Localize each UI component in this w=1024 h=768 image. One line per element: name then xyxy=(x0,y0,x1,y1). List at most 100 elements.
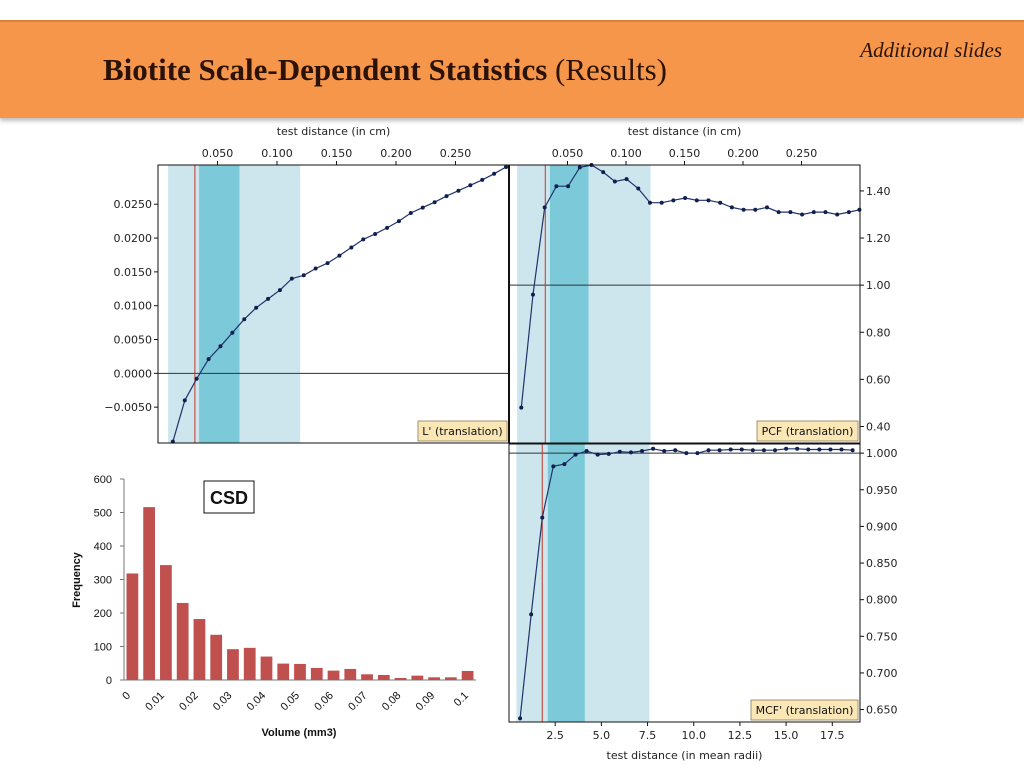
MCF_prime-y-tick-label: 0.850 xyxy=(866,557,898,570)
CSD-x-tick-label: 0.09 xyxy=(414,690,438,714)
MCF_prime-data-point xyxy=(518,716,523,721)
L_prime-data-point xyxy=(408,211,413,216)
CSD-x-tick-label: 0.05 xyxy=(278,690,302,714)
L_prime-x-tick-label: 0.150 xyxy=(321,147,353,160)
L_prime-data-point xyxy=(325,261,330,266)
MCF_prime-x-tick-label: 7.5 xyxy=(639,729,657,742)
L_prime-legend-label: L' (translation) xyxy=(422,425,502,438)
PCF-x-tick-label: 0.250 xyxy=(786,147,818,160)
CSD-y-tick-label: 200 xyxy=(94,608,112,620)
MCF_prime-data-point xyxy=(640,448,645,453)
L_prime-data-point xyxy=(301,273,306,278)
PCF-x-tick-label: 0.100 xyxy=(610,147,642,160)
L_prime-x-tick-label: 0.050 xyxy=(202,147,234,160)
MCF_prime-y-tick-label: 0.650 xyxy=(866,704,898,717)
PCF-y-tick-label: 1.20 xyxy=(866,232,891,245)
CSD-x-tick-label: 0.02 xyxy=(177,690,201,714)
PCF-data-point xyxy=(729,205,734,210)
PCF-data-point xyxy=(706,198,711,203)
PCF-data-point xyxy=(612,179,617,184)
PCF-data-point xyxy=(764,205,769,210)
PCF-data-point xyxy=(811,210,816,215)
PCF-x-tick-label: 0.050 xyxy=(552,147,584,160)
CSD-histogram-bar xyxy=(243,647,256,680)
CSD-y-tick-label: 300 xyxy=(94,575,112,587)
CSD-histogram-bar xyxy=(193,619,206,680)
slide-title-plain: (Results) xyxy=(547,52,667,87)
MCF_prime-data-point xyxy=(673,448,678,453)
CSD-histogram-bar xyxy=(344,668,357,680)
MCF_prime-data-point xyxy=(540,515,545,520)
L_prime-y-tick-label: 0.0050 xyxy=(114,334,153,347)
MCF_prime-data-point xyxy=(717,448,722,453)
MCF_prime-data-point xyxy=(551,464,556,469)
CSD-y-tick-label: 400 xyxy=(94,541,112,553)
L_prime-data-point xyxy=(349,245,354,250)
PCF-data-point xyxy=(601,170,606,175)
PCF-data-point xyxy=(577,165,582,170)
PCF-y-tick-label: 0.40 xyxy=(866,421,891,434)
MCF_prime-y-tick-label: 0.800 xyxy=(866,594,898,607)
L_prime-data-point xyxy=(277,288,282,293)
PCF-data-point xyxy=(800,212,805,217)
corner-note: Additional slides xyxy=(860,38,1002,62)
L_prime-data-point xyxy=(194,376,199,381)
CSD-histogram-bar xyxy=(361,674,373,680)
PCF-data-point xyxy=(823,210,828,215)
L_prime-data-point xyxy=(254,305,259,310)
L_prime-data-point xyxy=(337,253,342,258)
MCF_prime-data-point xyxy=(595,452,600,457)
MCF_prime-data-point xyxy=(761,448,766,453)
MCF_prime-y-tick-label: 0.950 xyxy=(866,484,898,497)
CSD-y-tick-label: 600 xyxy=(94,474,112,486)
MCF_prime-x-tick-label: 15.0 xyxy=(774,729,799,742)
MCF_prime-data-point xyxy=(562,462,567,467)
MCF_prime-data-point xyxy=(728,447,733,452)
MCF_prime-x-tick-label: 17.5 xyxy=(820,729,845,742)
MCF_prime-data-point xyxy=(628,450,633,455)
CSD-legend-box xyxy=(203,480,255,514)
PCF-data-point xyxy=(636,186,641,191)
MCF_prime-y-tick-label: 0.700 xyxy=(866,667,898,680)
CSD-histogram-bar xyxy=(260,656,273,680)
PCF-y-tick-label: 1.00 xyxy=(866,279,891,292)
CSD-histogram-bar xyxy=(227,649,239,680)
MCF_prime-data-point xyxy=(850,448,855,453)
L_prime-data-point xyxy=(396,219,401,224)
slide-title-bold: Biotite Scale-Dependent Statistics xyxy=(103,52,548,87)
L_prime-y-tick-label: 0.0150 xyxy=(114,266,153,279)
MCF_prime-confidence-band-dark xyxy=(547,444,585,722)
L_prime-y-tick-label: 0.0100 xyxy=(114,300,153,313)
CSD-x-axis-label: Volume (mm3) xyxy=(262,727,337,739)
PCF-legend-box xyxy=(756,420,859,442)
L_prime-legend-box xyxy=(417,420,508,442)
L_prime-data-point xyxy=(468,183,473,188)
CSD-x-tick-label: 0.07 xyxy=(346,690,370,714)
L_prime-data-point xyxy=(373,231,378,236)
MCF_prime-data-point xyxy=(606,451,611,456)
MCF_prime-x-tick-label: 5.0 xyxy=(593,729,611,742)
PCF-data-point xyxy=(846,210,851,215)
PCF-data-point xyxy=(776,210,781,215)
L_prime-data-point xyxy=(420,205,425,210)
L_prime-data-point xyxy=(456,188,461,193)
MCF_prime-data-point xyxy=(828,447,833,452)
PCF-y-tick-label: 0.60 xyxy=(866,373,891,386)
PCF-x-tick-label: 0.150 xyxy=(669,147,701,160)
MCF_prime-data-point xyxy=(617,449,622,454)
PCF-data-point xyxy=(566,184,571,189)
L_prime-data-point xyxy=(432,200,437,205)
L_prime-x-axis-label: test distance (in cm) xyxy=(277,125,391,138)
PCF-y-tick-label: 1.40 xyxy=(866,185,891,198)
L_prime-data-point xyxy=(206,357,211,362)
MCF_prime-data-point xyxy=(817,447,822,452)
PCF-x-tick-label: 0.200 xyxy=(727,147,759,160)
MCF_prime-y-tick-label: 1.000 xyxy=(866,447,898,460)
CSD-histogram-bar xyxy=(461,670,474,680)
MCF_prime-y-tick-label: 0.900 xyxy=(866,520,898,533)
CSD-legend-label: CSD xyxy=(210,488,248,508)
PCF-data-point xyxy=(788,210,793,215)
PCF-legend-label: PCF (translation) xyxy=(762,425,854,438)
MCF_prime-x-tick-label: 12.5 xyxy=(728,729,753,742)
